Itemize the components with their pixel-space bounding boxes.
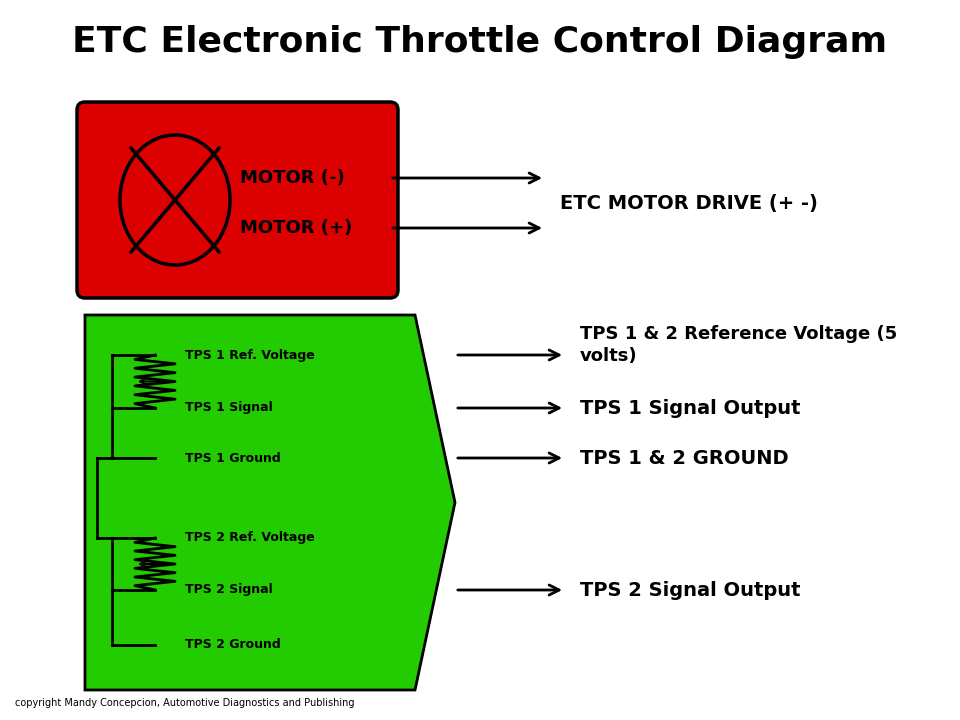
Text: TPS 1 & 2 GROUND: TPS 1 & 2 GROUND bbox=[580, 449, 788, 467]
FancyBboxPatch shape bbox=[77, 102, 398, 298]
Text: TPS 1 Signal: TPS 1 Signal bbox=[185, 402, 273, 415]
Text: TPS 1 Ground: TPS 1 Ground bbox=[185, 451, 280, 464]
Text: TPS 2 Ground: TPS 2 Ground bbox=[185, 639, 280, 652]
Text: TPS 1 Ref. Voltage: TPS 1 Ref. Voltage bbox=[185, 348, 315, 361]
Text: MOTOR (-): MOTOR (-) bbox=[240, 169, 345, 187]
Text: ETC MOTOR DRIVE (+ -): ETC MOTOR DRIVE (+ -) bbox=[560, 194, 818, 212]
Text: TPS 1 Signal Output: TPS 1 Signal Output bbox=[580, 398, 801, 418]
Text: copyright Mandy Concepcion, Automotive Diagnostics and Publishing: copyright Mandy Concepcion, Automotive D… bbox=[15, 698, 354, 708]
Polygon shape bbox=[85, 315, 455, 690]
Text: TPS 2 Signal: TPS 2 Signal bbox=[185, 583, 273, 596]
Text: ETC Electronic Throttle Control Diagram: ETC Electronic Throttle Control Diagram bbox=[72, 25, 888, 59]
Text: TPS 2 Signal Output: TPS 2 Signal Output bbox=[580, 580, 801, 600]
Text: TPS 2 Ref. Voltage: TPS 2 Ref. Voltage bbox=[185, 531, 315, 544]
Text: TPS 1 & 2 Reference Voltage (5
volts): TPS 1 & 2 Reference Voltage (5 volts) bbox=[580, 325, 898, 365]
Text: MOTOR (+): MOTOR (+) bbox=[240, 219, 352, 237]
